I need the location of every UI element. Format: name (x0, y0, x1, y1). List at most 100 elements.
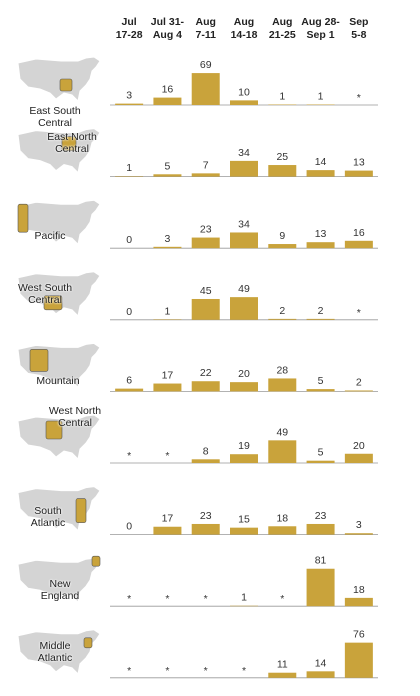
value-label: 45 (200, 285, 212, 297)
value-label: 5 (318, 375, 324, 387)
us-outline (17, 199, 101, 246)
region-map (17, 486, 101, 532)
bar (306, 523, 335, 535)
value-label: 18 (353, 584, 365, 596)
region-highlight (75, 498, 87, 523)
value-label: 1 (318, 91, 324, 103)
bar (230, 527, 258, 535)
region-highlight (17, 203, 29, 233)
bar (344, 642, 373, 678)
region-map (17, 128, 101, 174)
value-label: 81 (315, 555, 327, 567)
region-name: Mountain (36, 375, 80, 388)
bar (115, 103, 144, 105)
us-outline (17, 128, 101, 174)
bar (344, 240, 373, 249)
bar (191, 298, 220, 320)
bar (306, 318, 335, 320)
region-map (17, 414, 101, 461)
value-label: * (242, 665, 246, 677)
value-label: 0 (126, 521, 132, 533)
bar (268, 244, 297, 249)
region-map (17, 629, 101, 675)
value-label: 25 (276, 151, 288, 163)
bar (344, 533, 373, 535)
bar (306, 242, 335, 249)
region-highlight (83, 637, 93, 649)
value-label: 20 (238, 368, 250, 380)
value-label: 22 (200, 367, 212, 379)
value-label: * (357, 92, 361, 104)
bar (306, 671, 335, 678)
value-label: 16 (162, 84, 174, 96)
value-label: 14 (315, 657, 327, 669)
value-label: 1 (165, 305, 171, 317)
value-label: 13 (353, 157, 365, 169)
value-label: 5 (165, 160, 171, 172)
value-label: 0 (126, 306, 132, 318)
bar (191, 173, 220, 177)
region-map (17, 271, 101, 317)
value-label: 34 (238, 218, 250, 230)
bar (191, 381, 220, 392)
bar (344, 453, 373, 463)
bar (191, 459, 220, 463)
bar (268, 318, 297, 320)
value-label: 5 (318, 447, 324, 459)
bar (306, 170, 335, 177)
value-label: 19 (238, 440, 250, 452)
us-outline (17, 56, 101, 103)
value-label: 16 (353, 227, 365, 239)
bar (306, 389, 335, 392)
bar (344, 597, 373, 607)
region-highlight (43, 295, 63, 311)
column-header: Aug 7-11 (195, 16, 216, 41)
value-label: 0 (126, 234, 132, 246)
value-label: 17 (162, 370, 174, 382)
value-label: 1 (279, 91, 285, 103)
bar (268, 440, 297, 463)
value-label: * (165, 450, 169, 462)
value-label: 13 (315, 228, 327, 240)
value-label: 69 (200, 59, 212, 71)
region-name: South Atlantic (30, 504, 66, 529)
value-label: * (280, 593, 284, 605)
value-label: 1 (126, 162, 132, 174)
value-label: * (127, 665, 131, 677)
bar (306, 568, 335, 607)
value-label: 76 (353, 629, 365, 641)
region-name: East South Central (29, 105, 81, 129)
region-name: East North Central (47, 130, 97, 155)
value-label: 49 (238, 283, 250, 295)
value-label: 23 (315, 510, 327, 522)
bar (230, 232, 258, 249)
region-name: West South Central (17, 281, 73, 306)
value-label: 2 (279, 305, 285, 317)
region-highlight (45, 420, 63, 440)
region-name: West North Central (48, 405, 102, 429)
value-label: 3 (356, 519, 362, 531)
bar (153, 174, 182, 177)
bar (306, 460, 335, 463)
value-label: 11 (277, 659, 288, 671)
column-header: Aug 21-25 (268, 16, 296, 41)
value-label: 18 (276, 512, 288, 524)
bar (344, 170, 373, 177)
value-label: 3 (165, 233, 171, 245)
value-label: * (127, 593, 131, 605)
value-label: 49 (276, 426, 288, 438)
value-label: 8 (203, 445, 209, 457)
bar (268, 672, 297, 678)
value-label: 23 (200, 224, 212, 236)
value-label: 9 (279, 230, 285, 242)
column-header: Aug 14-18 (230, 16, 258, 41)
us-outline (17, 557, 101, 604)
column-header: Sep 5-8 (349, 16, 369, 41)
bar (153, 383, 182, 392)
value-label: 2 (318, 305, 324, 317)
bar (191, 523, 220, 535)
bar (191, 237, 220, 249)
value-label: 1 (241, 592, 247, 604)
